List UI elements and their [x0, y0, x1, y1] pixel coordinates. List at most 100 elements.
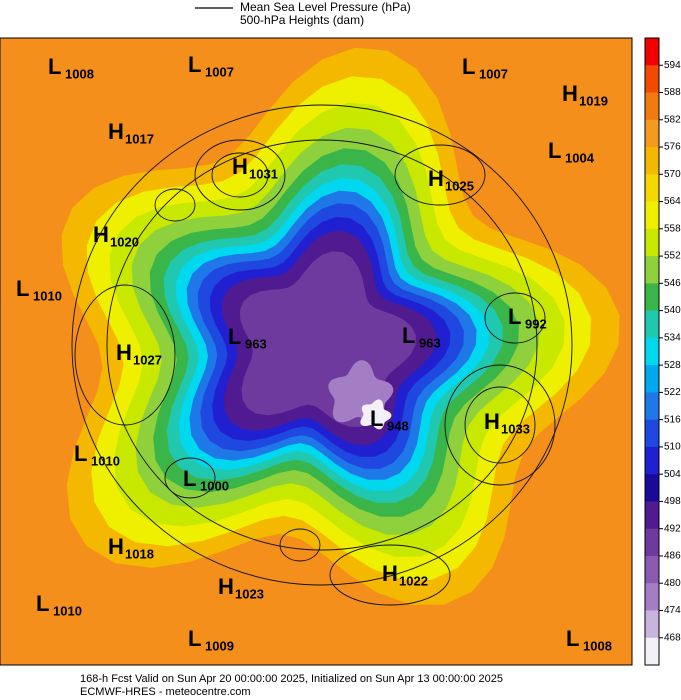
system-pressure: 1010 [33, 288, 62, 303]
colorbar-label: 498 [664, 496, 681, 507]
system-pressure: 1009 [205, 638, 234, 653]
legend-text: 500-hPa Heights (dam) [240, 13, 364, 27]
colorbar-cell [645, 365, 659, 393]
contour [394, 144, 486, 206]
colorbar-cell [645, 637, 659, 666]
system-letter: L [188, 626, 201, 651]
colorbar-label: 522 [664, 387, 681, 398]
contour [444, 364, 556, 486]
colorbar-cell [645, 92, 659, 121]
footer-text: 168-h Fcst Valid on Sun Apr 20 00:00:00 … [80, 673, 503, 685]
system-letter: H [108, 119, 124, 144]
colorbar-label: 504 [664, 469, 681, 480]
system-pressure: 963 [419, 335, 441, 350]
system-letter: H [218, 574, 234, 599]
system-letter: L [48, 54, 61, 79]
colorbar-cell [645, 119, 659, 148]
contour [329, 544, 451, 606]
contour [484, 292, 546, 344]
colorbar-cell [645, 201, 659, 230]
system-letter: L [402, 323, 415, 348]
system-letter: H [484, 409, 500, 434]
system-letter: H [116, 340, 132, 365]
colorbar-cell [645, 555, 659, 584]
colorbar-label: 474 [664, 605, 681, 616]
colorbar-cell [645, 283, 659, 312]
colorbar-label: 582 [664, 114, 681, 125]
colorbar-cell [645, 419, 659, 448]
colorbar-label: 486 [664, 551, 681, 562]
colorbar-label: 576 [664, 142, 681, 153]
colorbar-label: 540 [664, 305, 681, 316]
system-letter: L [462, 54, 475, 79]
colorbar-cell [645, 392, 659, 421]
legend-text: Mean Sea Level Pressure (hPa) [240, 0, 411, 14]
system-letter: L [183, 466, 196, 491]
system-letter: L [548, 138, 561, 163]
colorbar-label: 492 [664, 523, 681, 534]
contour [74, 284, 176, 426]
colorbar-cell [645, 228, 659, 257]
colorbar-cell [645, 610, 659, 639]
system-letter: L [370, 406, 383, 431]
system-pressure: 1031 [249, 166, 278, 181]
system-pressure: 1017 [125, 131, 154, 146]
system-letter: H [108, 534, 124, 559]
system-pressure: 1004 [565, 150, 595, 165]
pressure-contours [71, 104, 573, 606]
system-letter: H [93, 222, 109, 247]
colorbar: 594 588 582 576 570 564 558 552 546 540 534 528 522 5… [644, 37, 681, 666]
colorbar-label: 546 [664, 278, 681, 289]
colorbar-label: 510 [664, 442, 681, 453]
colorbar-cell [645, 174, 659, 203]
system-pressure: 1008 [583, 638, 612, 653]
colorbar-label: 552 [664, 251, 681, 262]
contour [211, 152, 269, 198]
system-letter: H [382, 561, 398, 586]
contour [154, 188, 196, 222]
system-letter: L [508, 304, 521, 329]
system-pressure: 1010 [91, 453, 120, 468]
colorbar-cell [645, 256, 659, 284]
contour [71, 104, 573, 586]
colorbar-cell [645, 337, 659, 366]
colorbar-label: 570 [664, 169, 681, 180]
system-pressure: 1020 [110, 234, 139, 249]
colorbar-label: 480 [664, 578, 681, 589]
system-pressure: 1033 [501, 421, 530, 436]
colorbar-label: 528 [664, 360, 681, 371]
system-pressure: 1007 [479, 66, 508, 81]
system-pressure: 1023 [235, 586, 264, 601]
contour [164, 457, 216, 499]
footer-text: ECMWF-HRES - meteocentre.com [80, 686, 251, 698]
colorbar-cell [645, 65, 659, 94]
colorbar-label: 594 [664, 60, 681, 71]
system-pressure: 948 [387, 418, 409, 433]
colorbar-label: 564 [664, 196, 681, 207]
system-letter: H [232, 154, 248, 179]
colorbar-cell [645, 38, 659, 66]
colorbar-cell [645, 528, 659, 557]
system-letter: H [428, 166, 444, 191]
system-pressure: 1007 [205, 64, 234, 79]
colorbar-cell [645, 310, 659, 339]
colorbar-label: 516 [664, 414, 681, 425]
contour [194, 139, 286, 211]
colorbar-label: 468 [664, 632, 681, 643]
system-pressure: 1008 [65, 66, 94, 81]
contour [106, 139, 538, 551]
contour [279, 528, 321, 562]
colorbar-label: 558 [664, 223, 681, 234]
system-pressure: 1000 [200, 478, 229, 493]
system-pressure: 1018 [125, 546, 154, 561]
system-pressure: 1027 [133, 352, 162, 367]
colorbar-cell [645, 446, 659, 475]
system-letter: L [16, 276, 29, 301]
system-pressure: 992 [525, 316, 547, 331]
colorbar-label: 588 [664, 87, 681, 98]
system-pressure: 1025 [445, 178, 474, 193]
colorbar-label: 534 [664, 333, 681, 344]
